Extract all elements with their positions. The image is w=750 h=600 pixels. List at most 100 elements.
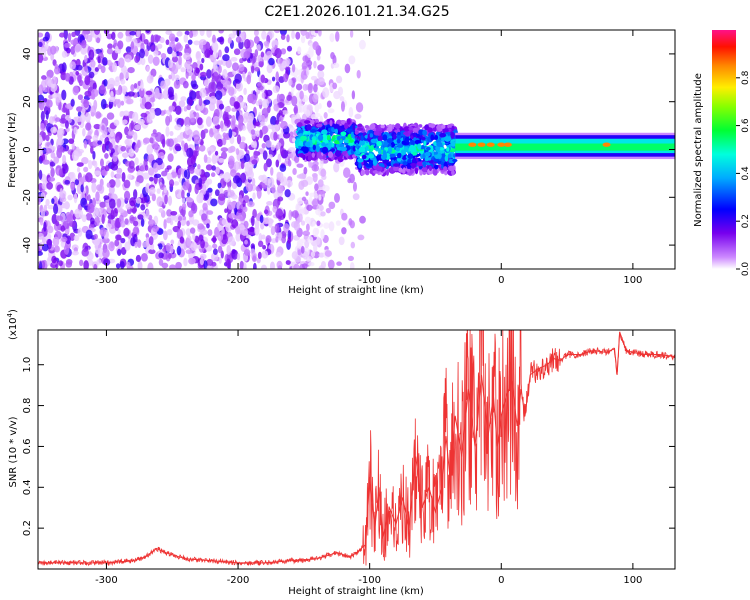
- spectrogram-cell: [149, 108, 156, 120]
- spectrogram-x-axis: -300 -200 -100 0 100: [95, 30, 642, 286]
- spectrogram-cell: [214, 189, 220, 197]
- spectrogram-cell: [73, 234, 80, 242]
- spectrogram-cell: [127, 91, 135, 97]
- spectrogram-cell: [422, 161, 427, 168]
- spectrogram-cell: [403, 126, 410, 132]
- spectrogram-cell: [185, 237, 191, 249]
- spectrogram-cell: [124, 218, 129, 225]
- spectrogram-cell: [276, 184, 284, 194]
- spectrogram-cell: [338, 236, 345, 246]
- spectrogram-cell: [309, 192, 315, 198]
- spectrogram-cell: [216, 138, 224, 147]
- spectrogram-cell: [38, 169, 43, 180]
- spectrogram-cell: [46, 69, 54, 79]
- spectrogram-cell: [65, 235, 71, 245]
- spectrogram-cell: [206, 210, 214, 215]
- snr-y-axis: 0.2 0.4 0.6 0.8 1.0: [22, 357, 675, 536]
- spectrogram-cell: [126, 261, 131, 269]
- spectrogram-cell: [423, 140, 427, 147]
- spectrogram-cell: [210, 198, 218, 207]
- spectrogram-cell: [365, 163, 373, 168]
- spectrogram-cell: [183, 257, 188, 267]
- spectrogram-cell: [279, 145, 284, 156]
- spectrogram-cell: [151, 44, 155, 51]
- spectrogram-cell: [187, 129, 193, 136]
- spectrogram-cell: [149, 186, 156, 194]
- spectrogram-cell: [164, 85, 169, 94]
- spectrogram-cell: [93, 233, 98, 240]
- spectrogram-cell: [125, 35, 131, 43]
- spectrogram-cell: [250, 94, 257, 105]
- spectrogram-cell: [199, 144, 206, 152]
- spectrogram-cell: [433, 151, 438, 155]
- spectrogram-cell: [125, 46, 132, 53]
- spectrogram-cell: [339, 143, 345, 148]
- spectrogram-cell: [295, 83, 303, 91]
- spectrogram-cell: [53, 245, 60, 253]
- spectrogram-cell: [218, 30, 224, 34]
- spectrogram-cell: [293, 263, 300, 269]
- spectrogram-cell: [190, 117, 196, 123]
- spectrogram-cell: [112, 152, 118, 163]
- spectrogram-cell: [436, 141, 443, 147]
- spectrogram-cell: [281, 235, 287, 244]
- spectrogram-cell: [147, 54, 154, 64]
- spectrogram-cell: [155, 131, 163, 143]
- spectrogram-cell: [185, 197, 194, 203]
- spectrogram-cell: [84, 90, 92, 97]
- spectrogram-cell: [250, 248, 256, 256]
- spectrogram-cell: [286, 94, 293, 101]
- spectrogram-cell: [69, 61, 76, 70]
- spectrogram-cell: [73, 126, 78, 135]
- spectrogram-cell: [38, 194, 42, 205]
- spectrogram-cell: [144, 48, 149, 57]
- spectrogram-cell: [157, 43, 163, 49]
- spectrogram-cell: [130, 120, 134, 131]
- spectrogram-cell: [153, 162, 159, 173]
- spectrogram-cell: [45, 148, 53, 154]
- spectrogram-cell: [317, 64, 325, 71]
- spectrogram-cell: [168, 105, 176, 111]
- spectrogram-cell: [177, 215, 183, 222]
- spectrogram-cell: [145, 30, 151, 34]
- spectrogram-cell: [318, 30, 322, 37]
- spectrogram-cell: [43, 221, 47, 232]
- spectrogram-cell: [152, 225, 159, 233]
- spectrogram-cell: [334, 150, 342, 157]
- spectrogram-cell: [185, 249, 193, 255]
- spectrogram-cell: [177, 220, 181, 229]
- spectrogram-cell: [268, 217, 273, 228]
- spectrogram-cell: [167, 153, 174, 162]
- spectrogram-cell: [117, 40, 124, 50]
- spectrogram-cell: [93, 30, 101, 36]
- spectrogram-cell: [301, 179, 309, 188]
- spectrogram-cell: [210, 172, 216, 178]
- spectrogram-cell: [201, 57, 205, 64]
- spectrogram-cell: [227, 146, 234, 154]
- spectrogram-cell: [306, 67, 310, 77]
- spectrogram-cell: [203, 260, 208, 269]
- spectrogram-cell: [372, 158, 378, 166]
- spectrogram-cell: [304, 216, 312, 224]
- spectrogram-cell: [198, 96, 203, 107]
- spectrogram-cell: [119, 111, 124, 118]
- spectrogram-cell: [206, 30, 212, 38]
- spectrogram-cell: [90, 59, 96, 68]
- spectrogram-cell: [300, 30, 307, 37]
- spectrogram-cell: [305, 191, 309, 196]
- spectrogram-peak: [486, 142, 495, 147]
- spectrogram-cell: [439, 132, 447, 138]
- spectrogram-cell: [378, 148, 382, 155]
- snr-x-axis: -300 -200 -100 0 100: [95, 330, 642, 586]
- spectrogram-cell: [111, 31, 116, 41]
- spectrogram-cell: [427, 127, 433, 133]
- spectrogram-cell: [50, 126, 58, 134]
- spectrogram-cell: [257, 98, 263, 106]
- spectrogram-cell: [211, 261, 217, 267]
- spectrogram-cell: [169, 41, 176, 49]
- spectrogram-cell: [246, 169, 254, 180]
- spectrogram-cell: [160, 53, 167, 59]
- spectrogram-cell: [134, 241, 138, 248]
- spectrogram-cell: [382, 134, 388, 141]
- spectrogram-cell: [299, 238, 306, 243]
